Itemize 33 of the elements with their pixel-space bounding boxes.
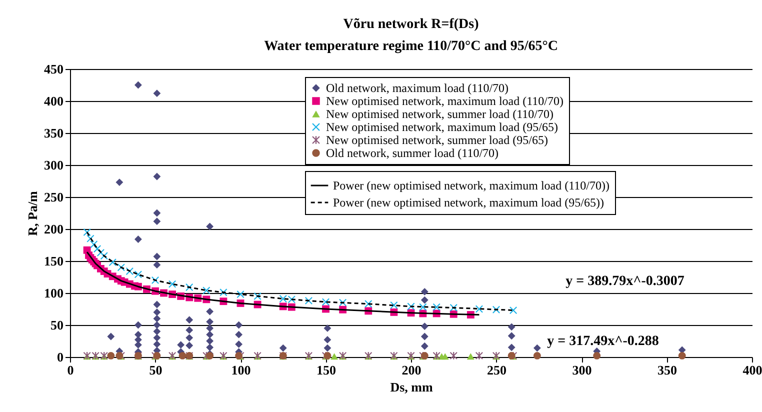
x-tick-label: 200 xyxy=(402,362,422,378)
x-tick-label: 400 xyxy=(742,362,762,378)
x-axis-title: Ds, mm xyxy=(390,380,433,394)
y-tick-label: 0 xyxy=(57,350,64,364)
y-tick-label: 200 xyxy=(44,222,64,236)
legend-label: New optimised network, maximum load (110/70) xyxy=(326,94,564,108)
y-tick-label: 400 xyxy=(44,94,64,108)
y-tick-label: 150 xyxy=(44,254,64,268)
y-axis-title: R, Pa/m xyxy=(25,190,40,236)
legend-label: New optimised network, summer load (95/65) xyxy=(326,133,548,147)
x-tick-label: 350 xyxy=(658,362,677,378)
legend-label: New optimised network, maximum load (95/65) xyxy=(326,120,558,134)
x-tick-label: 300 xyxy=(572,362,592,378)
legend-label: Old network, maximum load (110/70) xyxy=(326,81,509,95)
y-tick-label: 450 xyxy=(44,62,64,76)
legend-label: Old network, summer load (110/70) xyxy=(326,146,499,160)
y-tick-label: 300 xyxy=(44,158,64,172)
annotation: y = 317.49x^-0.288 xyxy=(547,334,659,349)
y-tick-label: 100 xyxy=(44,286,64,300)
legend-label: Power (new optimised network, maximum load (95/65)) xyxy=(333,196,604,210)
y-tick-label: 50 xyxy=(50,318,64,332)
legend-label: Power (new optimised network, maximum load (110/70)) xyxy=(333,178,610,192)
x-tick-label: 150 xyxy=(316,362,336,378)
x-tick-label: 100 xyxy=(231,362,251,378)
annotation: y = 389.79x^-0.3007 xyxy=(566,274,684,289)
chart-title: Võru network R=f(Ds) xyxy=(343,17,480,32)
y-tick-label: 350 xyxy=(44,126,64,140)
legend-label: New optimised network, summer load (110/70) xyxy=(326,107,554,121)
x-tick-label: 0 xyxy=(67,362,74,378)
x-tick-label: 250 xyxy=(487,362,506,378)
y-tick-label: 250 xyxy=(44,190,64,204)
chart-subtitle: Water temperature regime 110/70°C and 95/65°C xyxy=(264,39,558,54)
x-tick-label: 50 xyxy=(149,362,162,378)
